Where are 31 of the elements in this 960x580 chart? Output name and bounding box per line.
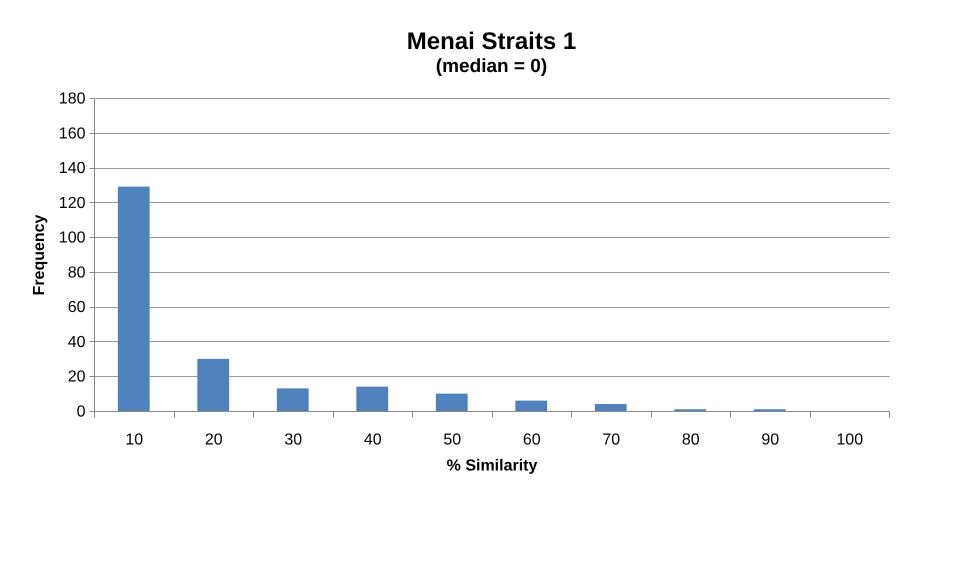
x-tick-label: 90 <box>761 432 780 448</box>
bar <box>197 358 230 411</box>
x-tick-label: 20 <box>204 432 223 448</box>
y-tick-label: 20 <box>68 368 86 386</box>
x-axis-title: % Similarity <box>446 458 538 474</box>
x-tick-label: 40 <box>364 432 382 448</box>
y-tick-label: 140 <box>58 160 86 178</box>
bar <box>118 186 150 411</box>
bar <box>436 394 468 411</box>
x-tick-label: 80 <box>682 432 700 448</box>
chart-title: Menai Straits 1 <box>406 28 576 55</box>
y-tick-label: 100 <box>58 230 86 247</box>
x-tick-label: 60 <box>522 432 541 448</box>
y-tick-label: 80 <box>68 264 86 282</box>
x-tick-label: 50 <box>443 432 462 448</box>
chart-subtitle: (median = 0) <box>436 56 548 77</box>
bar <box>515 400 548 411</box>
x-tick-label: 30 <box>284 432 302 448</box>
y-axis-title: Frequency <box>30 214 48 296</box>
y-tick-label: 60 <box>68 299 86 316</box>
bar <box>276 388 309 411</box>
bar <box>594 404 627 411</box>
y-tick-label: 180 <box>58 90 86 108</box>
y-tick-label: 0 <box>76 404 86 420</box>
bar <box>356 386 388 411</box>
y-tick-label: 40 <box>68 334 86 351</box>
y-tick-label: 160 <box>58 125 86 142</box>
x-tick-label: 70 <box>602 432 620 448</box>
x-tick-label: 10 <box>125 432 144 448</box>
x-tick-label: 100 <box>836 432 864 448</box>
y-tick-label: 120 <box>58 194 86 212</box>
